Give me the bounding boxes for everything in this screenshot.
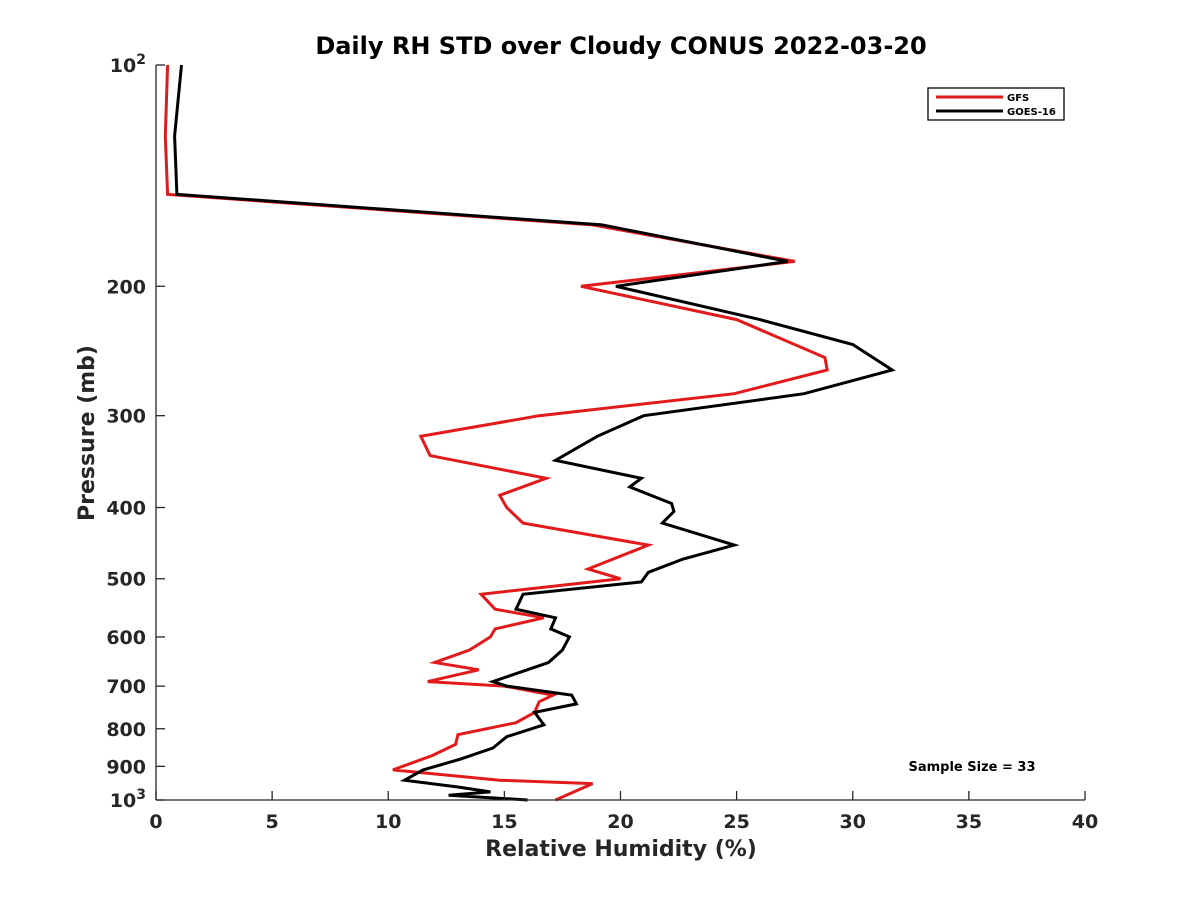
sample-size-annotation: Sample Size = 33 [908,760,1035,775]
legend-box [927,87,1065,121]
y-axis-label: Pressure (mb) [75,345,100,521]
y-tick-label-200: 200 [106,276,146,298]
series-line-gfs [163,64,829,802]
y-tick-label-700: 700 [106,676,146,698]
x-tick-label-30: 30 [840,811,866,833]
x-tick-label-20: 20 [607,811,633,833]
x-tick-label-5: 5 [266,811,279,833]
series-line-goes16 [173,64,896,802]
y-tick-label-600: 600 [106,627,146,649]
y-tick-label-500: 500 [106,569,146,591]
x-tick-label-10: 10 [375,811,401,833]
x-tick-label-40: 40 [1072,811,1098,833]
y-tick-label-400: 400 [106,498,146,520]
x-axis: 0 5 10 15 20 25 30 35 40 [149,791,1098,833]
x-tick-label-15: 15 [491,811,517,833]
y-tick-label-300: 300 [106,406,146,428]
plot-area [155,64,1085,802]
x-axis-label: Relative Humidity (%) [485,837,757,862]
x-tick-label-25: 25 [723,811,749,833]
x-tick-label-0: 0 [149,811,162,833]
y-tick-label-800: 800 [106,719,146,741]
legend: GFS GOES-16 [927,87,1065,121]
legend-label-gfs: GFS [1007,93,1029,104]
chart-title: Daily RH STD over Cloudy CONUS 2022-03-2… [315,32,926,60]
x-tick-label-35: 35 [956,811,982,833]
y-tick-label-100: 102 [110,52,146,77]
y-tick-label-1000: 103 [110,787,146,812]
y-axis: 102 200 300 400 500 600 700 800 900 103 [106,52,165,812]
y-tick-label-900: 900 [106,756,146,778]
legend-label-goes16: GOES-16 [1007,107,1056,118]
